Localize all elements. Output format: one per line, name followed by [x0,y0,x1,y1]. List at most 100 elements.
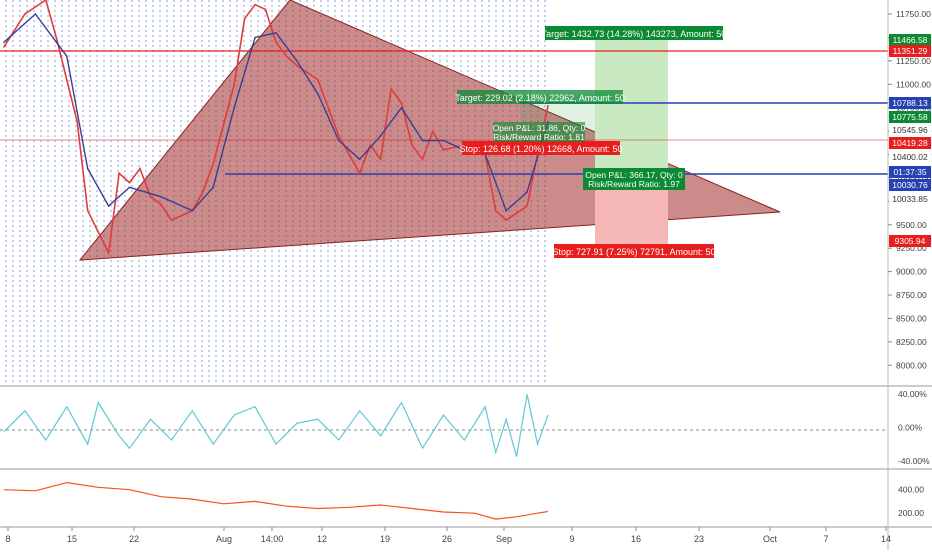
price-point [369,144,371,146]
trade-label-target-small: Target: 229.02 (2.18%) 22962, Amount: 50 [455,90,625,104]
price-point [160,195,162,198]
price-point [337,139,340,142]
open-pl-small-line1: Open P&L: 31.86, Qty: 0 [493,123,586,133]
time-tick-label: 14 [881,534,891,544]
price-point [358,158,361,161]
price-tick-label: 8500.00 [896,313,927,323]
price-tick-label: 8000.00 [896,360,927,370]
price-point [149,195,152,198]
trade-label-stop-large-text: Stop: 727.91 (7.25%) 72791, Amount: 50 [552,247,715,257]
price-point [212,186,215,189]
price-tick-label: 8750.00 [896,290,927,300]
open-pl-small: Open P&L: 31.86, Qty: 0 Risk/Reward Rati… [493,122,586,142]
price-badge-text: 10788.13 [892,98,928,108]
price-point [107,205,110,207]
price-point [3,46,5,48]
price-point [139,167,141,170]
price-tick-label: 11000.00 [896,79,931,89]
price-point [505,209,507,212]
price-tick-label: 9250.00 [896,243,927,253]
price-point [170,219,173,221]
price-badge [889,166,931,178]
time-tick-label: 14:00 [261,534,284,544]
time-tick-label: 7 [823,534,828,544]
price-point [201,191,204,193]
price-point [421,139,424,142]
price-point [390,88,392,90]
price-point [128,186,131,189]
price-point [45,0,47,1]
price-point [526,205,528,207]
price-tick-label: 9000.00 [896,267,927,277]
price-point [275,41,277,43]
price-tick-label: 8250.00 [896,337,927,347]
oscillator-tick-label: -40.00% [898,456,930,466]
oscillator-tick-label: 400.00 [898,485,924,495]
price-point [494,209,497,212]
open-pl-small-line2: Risk/Reward Ratio: 1.81 [493,132,585,142]
price-point [254,3,256,6]
price-point [3,41,5,43]
price-tick-label: 11750.00 [896,9,931,19]
price-badge [889,151,931,163]
time-axis[interactable]: 8 15 22 Aug 14:00 12 19 26 Sep 9 16 23 Oct 7 14 [5,527,891,544]
price-badge [889,193,931,205]
trade-label-stop-large: Stop: 727.91 (7.25%) 72791, Amount: 50 [552,244,716,258]
price-point [442,149,445,151]
time-tick-label: 15 [67,534,77,544]
price-scale[interactable]: 11750.0011500.0011250.0011000.0010750.00… [888,9,932,518]
price-point [505,219,507,221]
price-badge [889,34,931,46]
time-tick-label: Aug [216,534,232,544]
price-badge [889,124,931,136]
price-point [128,181,131,184]
price-point [275,31,277,34]
price-badge [889,179,931,191]
open-pl-large: Open P&L: 366.17, Qty: 0 Risk/Reward Rat… [583,168,685,190]
price-point [411,144,413,146]
price-point [432,130,434,132]
price-badge [889,45,931,57]
price-point [212,163,215,165]
price-point [358,172,361,175]
price-point [526,191,528,193]
price-badge [889,137,931,149]
oscillator-tick-label: 200.00 [898,508,924,518]
time-tick-label: 23 [694,534,704,544]
price-point [421,158,424,161]
price-point [34,13,37,15]
oscillator-tick-label: 40.00% [898,389,927,399]
open-pl-large-line2: Risk/Reward Ratio: 1.97 [588,179,680,189]
trade-label-target-large-text: Target: 1432.73 (14.28%) 143273, Amount:… [542,29,727,39]
price-point [107,252,110,254]
oscillator-series-layer [3,394,549,520]
time-tick-label: 16 [631,534,641,544]
price-tick-label: 9500.00 [896,220,927,230]
time-tick-label: 9 [569,534,574,544]
price-point [191,209,194,212]
price-point [65,55,68,57]
time-tick-label: 26 [442,534,452,544]
price-point [254,36,256,39]
time-tick-label: 19 [380,534,390,544]
price-point [86,209,89,212]
price-point [547,105,549,107]
price-point [285,55,288,57]
price-point [400,106,403,109]
time-tick-label: 12 [317,534,327,544]
price-point [233,106,235,109]
price-badge-text: 10545.96 [892,125,928,135]
price-badge-text: 11466.58 [893,35,928,45]
price-point [296,60,298,62]
price-point [379,135,382,137]
price-point [76,120,79,123]
price-point [86,167,89,170]
price-point [243,17,246,20]
price-badge [889,235,931,247]
price-point [442,139,445,142]
price-point [379,158,382,161]
oscillator-tick-label: 0.00% [898,423,923,433]
price-badge [889,97,931,109]
